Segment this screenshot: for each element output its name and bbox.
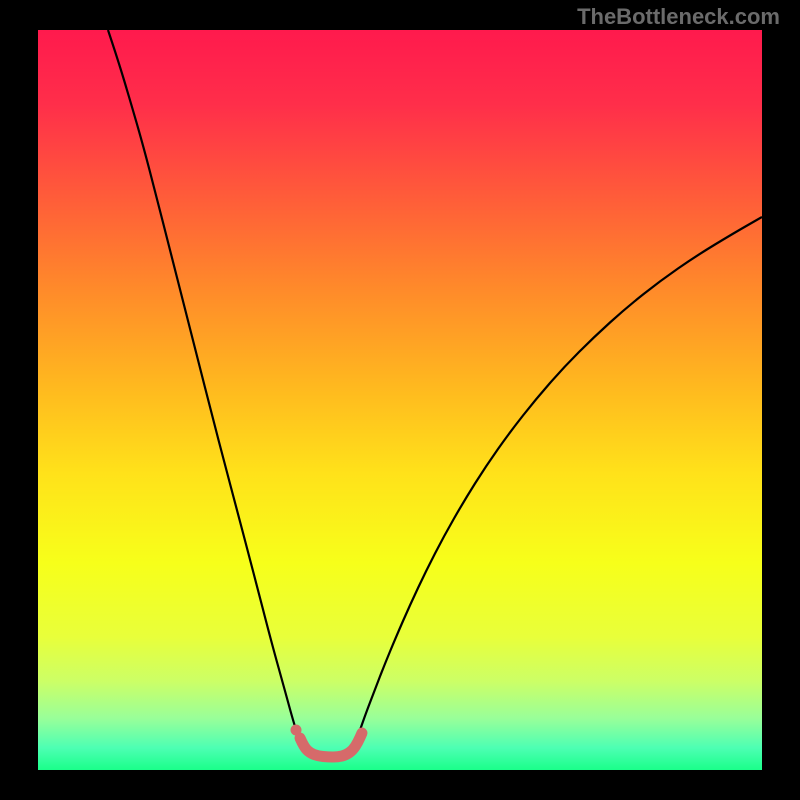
left-branch-curve (108, 30, 300, 742)
bottom-marker-dot (291, 725, 302, 736)
plot-area (38, 30, 762, 770)
watermark-text: TheBottleneck.com (577, 4, 780, 30)
curve-overlay (38, 30, 762, 770)
bottom-marker-path (300, 733, 362, 757)
chart-container: TheBottleneck.com (0, 0, 800, 800)
right-branch-curve (356, 217, 762, 742)
